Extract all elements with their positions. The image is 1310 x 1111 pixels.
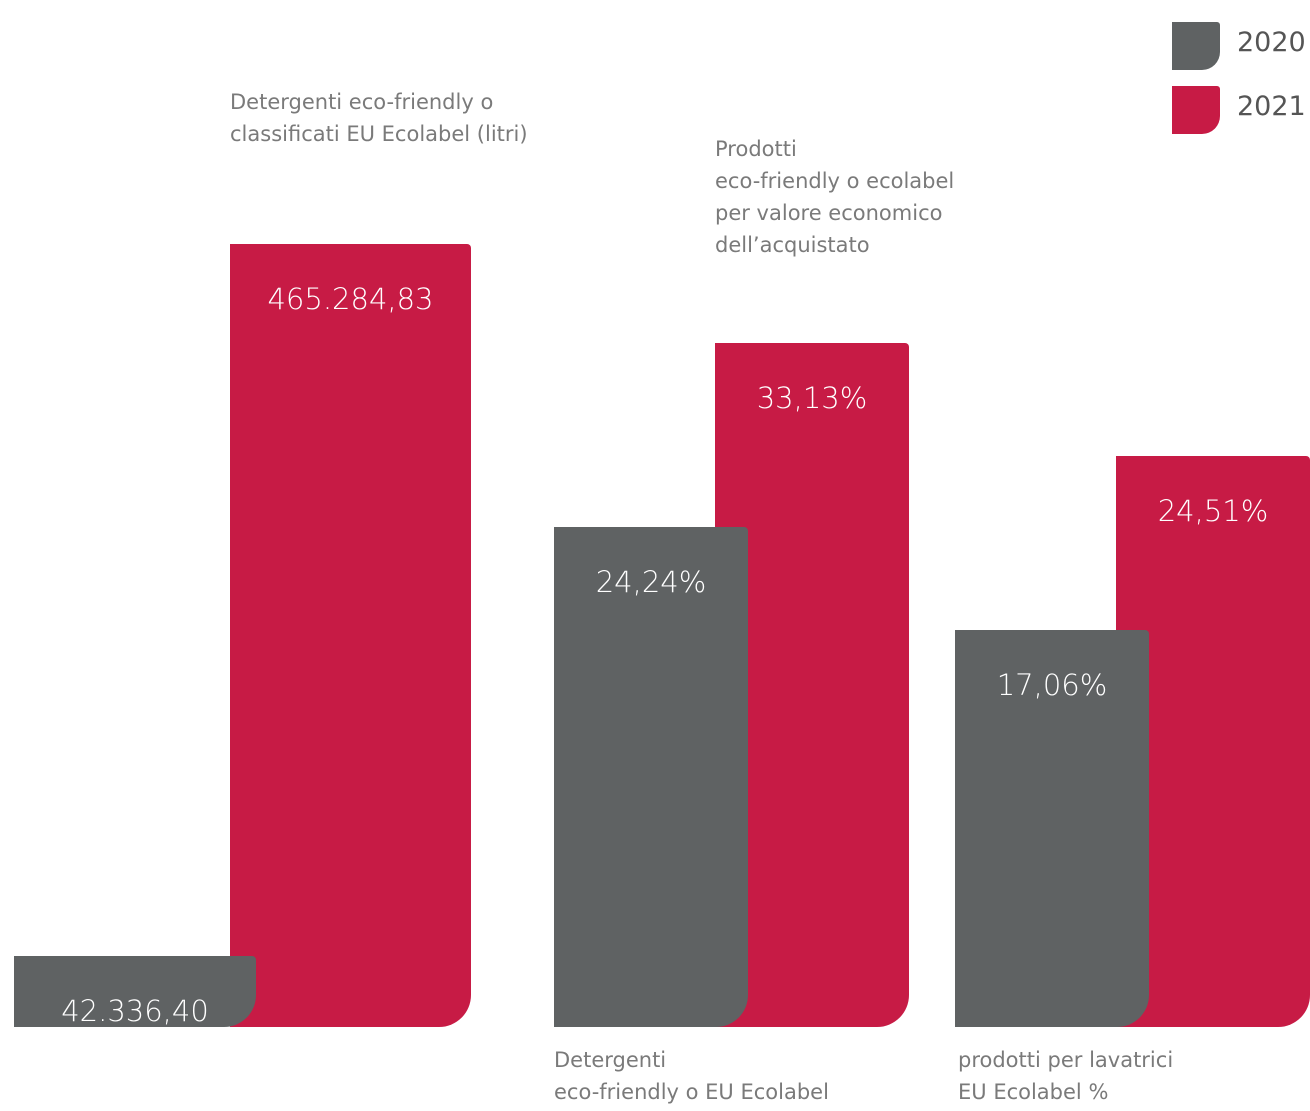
value-label: 465.284,83: [267, 282, 434, 316]
value-label: 17,06%: [996, 667, 1108, 702]
legend-swatch: [1172, 86, 1220, 134]
annotation: prodotti per lavatrici EU Ecolabel %: [958, 1048, 1174, 1104]
value-label: 42.336,40: [61, 993, 209, 1028]
annotation: Detergenti eco-friendly o classificati E…: [230, 90, 528, 146]
annotation: Detergenti eco-friendly o EU Ecolabel: [554, 1048, 829, 1104]
legend-swatch: [1172, 22, 1220, 70]
legend-label: 2021: [1237, 91, 1306, 122]
bar: 42.336,40: [14, 955, 256, 1028]
bar: 465.284,83: [230, 244, 471, 1027]
value-label: 33,13%: [756, 381, 868, 415]
value-label: 24,51%: [1157, 494, 1269, 528]
legend-label: 2020: [1237, 27, 1306, 58]
annotation: Prodotti eco-friendly o ecolabel per val…: [715, 137, 955, 257]
bar: 17,06%: [955, 629, 1149, 1027]
bar: 24,24%: [554, 526, 748, 1027]
value-label: 24,24%: [595, 564, 707, 599]
